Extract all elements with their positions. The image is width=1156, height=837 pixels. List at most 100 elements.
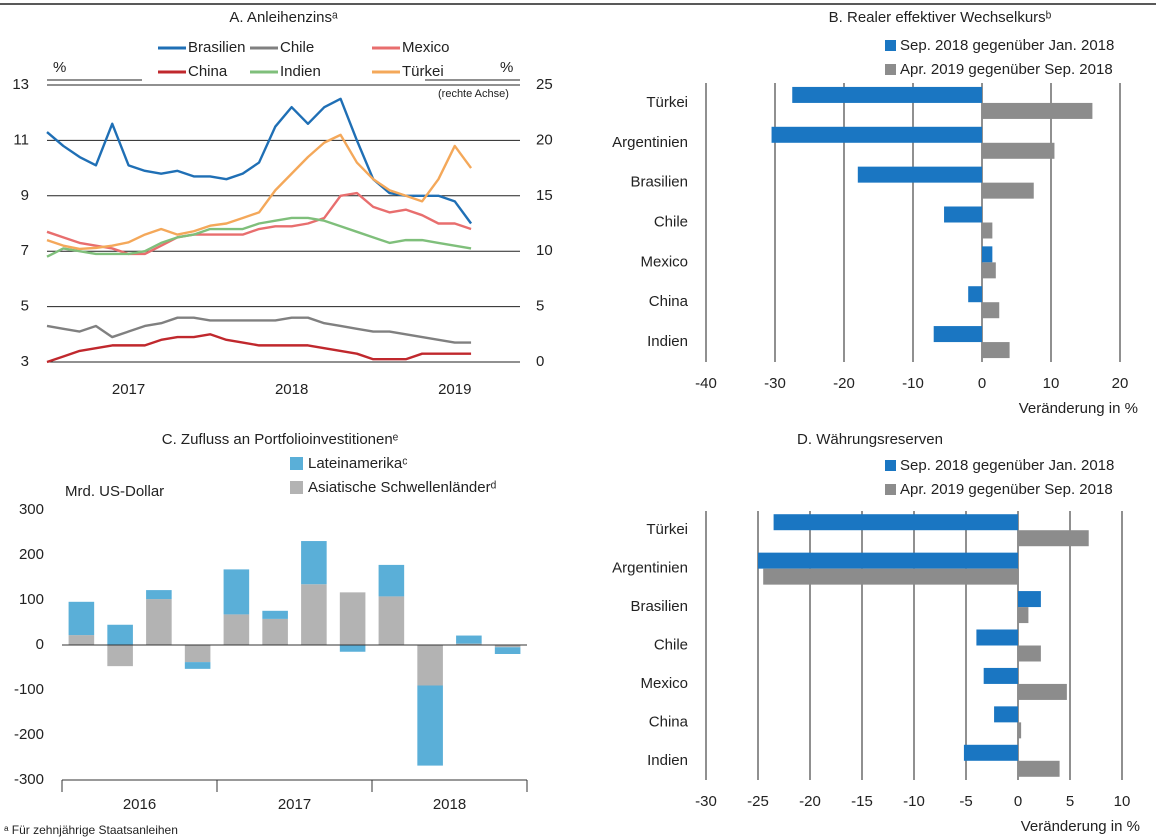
bar-segment bbox=[262, 618, 288, 645]
category-label: Mexico bbox=[640, 675, 688, 692]
group-label: 2017 bbox=[278, 796, 311, 813]
legend-label: China bbox=[188, 63, 228, 80]
x-tick-label: -5 bbox=[959, 793, 972, 810]
legend-label: Chile bbox=[280, 39, 314, 56]
group-label: 2018 bbox=[433, 796, 466, 813]
legend-label: Lateinamerikaᶜ bbox=[308, 455, 408, 472]
bar-segment bbox=[262, 610, 288, 619]
y2-tick-label: 20 bbox=[536, 131, 553, 148]
y2-tick-label: 5 bbox=[536, 298, 544, 315]
bar-segment bbox=[146, 590, 172, 600]
bar bbox=[982, 182, 1034, 199]
bar-segment bbox=[339, 645, 366, 652]
bar bbox=[982, 102, 1093, 119]
category-label: Indien bbox=[647, 752, 688, 769]
bar bbox=[982, 246, 993, 263]
y-tick-label: 100 bbox=[19, 591, 44, 608]
chart-title: C. Zufluss an Portfolioinvestitionenᵉ bbox=[162, 431, 399, 448]
series-line bbox=[46, 97, 473, 225]
bar-segment bbox=[68, 635, 95, 645]
x-tick-label: -10 bbox=[903, 793, 925, 810]
series-line bbox=[46, 316, 472, 344]
category-label: Türkei bbox=[646, 521, 688, 538]
bar-segment bbox=[378, 564, 405, 597]
bar bbox=[983, 667, 1018, 684]
x-tick-label: 10 bbox=[1043, 375, 1060, 392]
legend-label: Türkei bbox=[402, 63, 444, 80]
bar bbox=[982, 142, 1055, 159]
y-tick-label: 200 bbox=[19, 546, 44, 563]
series-line bbox=[46, 216, 472, 258]
category-label: Brasilien bbox=[630, 598, 688, 615]
bar bbox=[1018, 607, 1029, 624]
y-tick-label: 11 bbox=[13, 131, 29, 148]
x-axis-label: Veränderung in % bbox=[1021, 818, 1140, 835]
legend-label: Sep. 2018 gegenüber Jan. 2018 bbox=[900, 37, 1114, 54]
bar-segment bbox=[107, 645, 133, 667]
bar-segment bbox=[68, 601, 95, 636]
y-axis-unit: % bbox=[53, 59, 66, 76]
x-tick-label: 0 bbox=[1014, 793, 1022, 810]
axis-note: (rechte Achse) bbox=[438, 88, 509, 100]
x-tick-label: -40 bbox=[695, 375, 717, 392]
series-line bbox=[46, 133, 473, 251]
y2-tick-label: 15 bbox=[536, 187, 553, 204]
bar bbox=[1018, 760, 1060, 777]
bar bbox=[1018, 530, 1089, 547]
y-tick-label: 3 bbox=[21, 353, 29, 370]
x-axis-label: Veränderung in % bbox=[1019, 400, 1138, 417]
bar-segment bbox=[456, 635, 482, 644]
legend-label: Apr. 2019 gegenüber Sep. 2018 bbox=[900, 61, 1113, 78]
bar bbox=[1018, 722, 1022, 739]
bar bbox=[963, 744, 1018, 761]
bar-segment bbox=[301, 584, 327, 645]
y-tick-label: 9 bbox=[21, 187, 29, 204]
x-tick-label: 2019 bbox=[438, 381, 471, 398]
x-tick-label: 0 bbox=[978, 375, 986, 392]
series-line bbox=[46, 333, 472, 364]
category-label: Argentinien bbox=[612, 134, 688, 151]
bar-segment bbox=[107, 624, 133, 645]
bar-segment bbox=[223, 569, 250, 615]
x-tick-label: 20 bbox=[1112, 375, 1129, 392]
x-tick-label: -20 bbox=[833, 375, 855, 392]
bar bbox=[968, 286, 982, 303]
legend-label: Indien bbox=[280, 63, 321, 80]
y-axis-label: Mrd. US-Dollar bbox=[65, 483, 164, 500]
bar bbox=[982, 222, 993, 239]
bar bbox=[982, 302, 1000, 319]
category-label: China bbox=[649, 293, 689, 310]
category-label: Brasilien bbox=[630, 174, 688, 191]
bar bbox=[976, 629, 1018, 646]
y-tick-label: -300 bbox=[14, 771, 44, 788]
category-label: Indien bbox=[647, 333, 688, 350]
x-tick-label: -30 bbox=[764, 375, 786, 392]
x-tick-label: 10 bbox=[1114, 793, 1131, 810]
legend-swatch bbox=[885, 484, 896, 495]
legend-swatch bbox=[885, 40, 896, 51]
footnote: ᵃ Für zehnjährige Staatsanleihen bbox=[4, 823, 178, 837]
chart-title: B. Realer effektiver Wechselkursᵇ bbox=[829, 9, 1052, 26]
chart-title: D. Währungsreserven bbox=[797, 431, 943, 448]
y2-tick-label: 25 bbox=[536, 76, 553, 93]
x-tick-label: -10 bbox=[902, 375, 924, 392]
bar-segment bbox=[223, 614, 250, 645]
category-label: China bbox=[649, 713, 689, 730]
y2-tick-label: 0 bbox=[536, 353, 544, 370]
bar bbox=[994, 706, 1018, 723]
bar bbox=[758, 552, 1018, 569]
legend-swatch bbox=[885, 64, 896, 75]
category-label: Argentinien bbox=[612, 560, 688, 577]
bar bbox=[773, 514, 1018, 531]
y-tick-label: -100 bbox=[14, 681, 44, 698]
legend-label: Asiatische Schwellenländerᵈ bbox=[308, 479, 497, 496]
legend-swatch bbox=[290, 481, 303, 494]
series-line bbox=[46, 191, 472, 256]
legend-label: Mexico bbox=[402, 39, 450, 56]
y-tick-label: 0 bbox=[36, 636, 44, 653]
y-tick-label: 7 bbox=[21, 242, 29, 259]
bar-segment bbox=[417, 645, 443, 686]
y2-tick-label: 10 bbox=[536, 242, 553, 259]
bar-segment bbox=[494, 647, 521, 654]
